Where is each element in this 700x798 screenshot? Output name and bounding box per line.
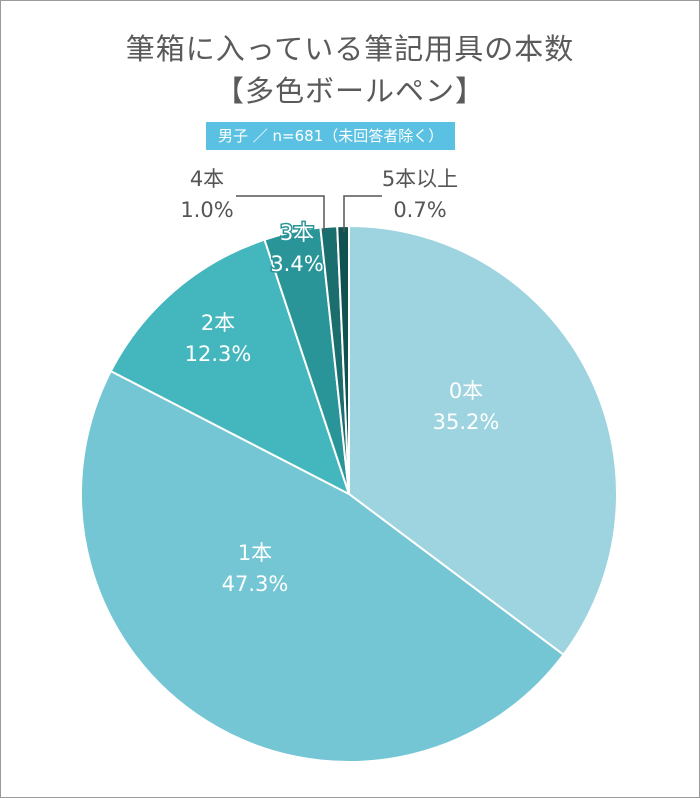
slice-label-2: 2本 — [201, 311, 235, 335]
chart-title: 筆箱に入っている筆記用具の本数 — [125, 32, 575, 66]
pie-slice-5 — [336, 224, 350, 495]
pie-slice-0 — [348, 224, 618, 657]
slice-label-0: 0本 — [449, 379, 483, 403]
slice-value-1: 47.3% — [222, 572, 289, 596]
slice-label-1: 1本 — [238, 541, 272, 565]
slice-value-5: 0.7% — [393, 198, 446, 222]
pie-slice-1 — [80, 369, 565, 763]
leader-line-4 — [236, 195, 325, 232]
slice-value-3: 3.4% — [270, 252, 323, 276]
leader-line-5 — [343, 195, 382, 232]
slice-value-0: 35.2% — [433, 410, 500, 434]
slice-value-2: 12.3% — [185, 342, 252, 366]
slice-value-4: 1.0% — [180, 198, 233, 222]
chart-title-sub: 【多色ボールペン】 — [214, 74, 485, 108]
slice-label-3: 3本 — [280, 221, 314, 245]
slice-label-4: 4本 — [190, 167, 224, 191]
pie-slice-2 — [109, 238, 351, 497]
slice-label-5: 5本以上 — [382, 167, 458, 191]
sample-badge: 男子 ／ n=681（未回答者除く） — [206, 122, 456, 150]
